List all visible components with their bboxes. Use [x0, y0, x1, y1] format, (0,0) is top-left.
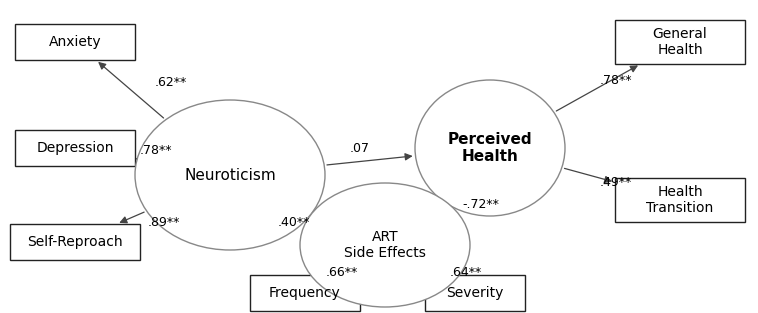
Text: .78**: .78** — [140, 143, 173, 156]
Ellipse shape — [135, 100, 325, 250]
Text: .07: .07 — [350, 141, 370, 155]
Text: .66**: .66** — [326, 265, 359, 279]
Text: General
Health: General Health — [653, 27, 707, 57]
Text: Neuroticism: Neuroticism — [184, 167, 276, 182]
FancyBboxPatch shape — [615, 20, 745, 64]
FancyBboxPatch shape — [15, 24, 135, 60]
Text: .64**: .64** — [450, 265, 482, 279]
FancyBboxPatch shape — [15, 130, 135, 166]
Text: Severity: Severity — [446, 286, 503, 300]
Text: .40**: .40** — [278, 215, 310, 228]
FancyBboxPatch shape — [425, 275, 525, 311]
Text: Perceived
Health: Perceived Health — [448, 132, 532, 164]
Text: .89**: .89** — [148, 215, 180, 228]
Text: Health
Transition: Health Transition — [647, 185, 713, 215]
Text: ART
Side Effects: ART Side Effects — [344, 230, 426, 260]
Text: Self-Reproach: Self-Reproach — [27, 235, 123, 249]
Ellipse shape — [415, 80, 565, 216]
FancyBboxPatch shape — [615, 178, 745, 222]
Text: .62**: .62** — [155, 75, 187, 89]
FancyBboxPatch shape — [250, 275, 360, 311]
Ellipse shape — [300, 183, 470, 307]
Text: Depression: Depression — [36, 141, 114, 155]
FancyBboxPatch shape — [10, 224, 140, 260]
Text: Anxiety: Anxiety — [49, 35, 102, 49]
Text: .78**: .78** — [600, 74, 632, 86]
Text: Frequency: Frequency — [269, 286, 341, 300]
Text: .49**: .49** — [600, 177, 632, 189]
Text: -.72**: -.72** — [462, 198, 499, 212]
